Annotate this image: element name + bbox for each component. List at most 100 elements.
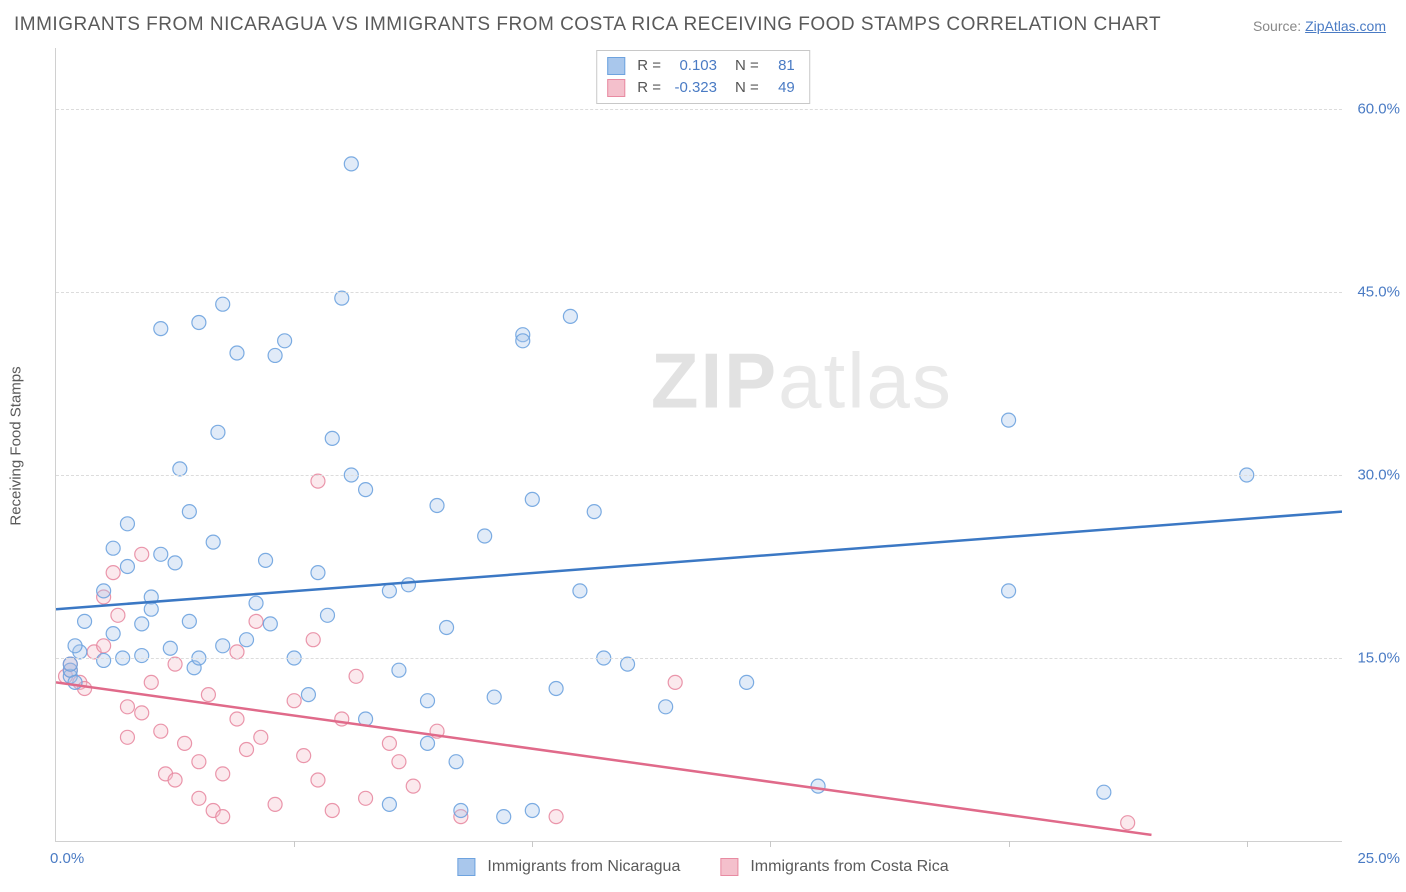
swatch-series-b	[607, 79, 625, 97]
r-value: 0.103	[669, 55, 717, 77]
chart-container: IMMIGRANTS FROM NICARAGUA VS IMMIGRANTS …	[0, 0, 1406, 892]
point-series-a	[106, 627, 120, 641]
point-series-b	[392, 755, 406, 769]
point-series-a	[135, 617, 149, 631]
point-series-b	[168, 773, 182, 787]
point-series-a	[301, 688, 315, 702]
x-corner-right: 25.0%	[1357, 850, 1400, 867]
point-series-a	[497, 810, 511, 824]
point-series-a	[192, 316, 206, 330]
point-series-a	[659, 700, 673, 714]
gridline	[56, 292, 1342, 293]
point-series-b	[120, 700, 134, 714]
point-series-b	[240, 743, 254, 757]
point-series-a	[1097, 785, 1111, 799]
point-series-b	[349, 669, 363, 683]
point-series-b	[192, 791, 206, 805]
point-series-b	[306, 633, 320, 647]
point-series-a	[740, 675, 754, 689]
point-series-a	[168, 556, 182, 570]
r-label: R =	[637, 77, 661, 99]
point-series-a	[392, 663, 406, 677]
point-series-b	[192, 755, 206, 769]
point-series-b	[120, 730, 134, 744]
point-series-a	[525, 492, 539, 506]
source-attribution: Source: ZipAtlas.com	[1253, 18, 1386, 34]
point-series-a	[382, 797, 396, 811]
xtick-mark	[1247, 841, 1248, 847]
point-series-a	[216, 639, 230, 653]
bottom-legend: Immigrants from Nicaragua Immigrants fro…	[457, 858, 948, 876]
chart-title: IMMIGRANTS FROM NICARAGUA VS IMMIGRANTS …	[14, 14, 1161, 36]
point-series-a	[211, 425, 225, 439]
point-series-a	[478, 529, 492, 543]
point-series-b	[216, 767, 230, 781]
gridline	[56, 109, 1342, 110]
x-corner-left: 0.0%	[50, 850, 84, 867]
point-series-a	[335, 291, 349, 305]
point-series-a	[173, 462, 187, 476]
point-series-a	[78, 614, 92, 628]
point-series-b	[549, 810, 563, 824]
stats-row-b: R = -0.323 N = 49	[607, 77, 795, 99]
point-series-a	[454, 804, 468, 818]
r-label: R =	[637, 55, 661, 77]
point-series-a	[549, 682, 563, 696]
point-series-a	[487, 690, 501, 704]
n-label: N =	[735, 77, 759, 99]
point-series-b	[135, 706, 149, 720]
point-series-a	[144, 602, 158, 616]
point-series-b	[135, 547, 149, 561]
xtick-mark	[294, 841, 295, 847]
point-series-a	[259, 553, 273, 567]
swatch-series-b	[720, 858, 738, 876]
n-value: 81	[767, 55, 795, 77]
point-series-b	[268, 797, 282, 811]
point-series-a	[382, 584, 396, 598]
point-series-a	[311, 566, 325, 580]
point-series-b	[311, 773, 325, 787]
point-series-b	[178, 736, 192, 750]
point-series-b	[154, 724, 168, 738]
gridline	[56, 475, 1342, 476]
point-series-b	[406, 779, 420, 793]
swatch-series-a	[457, 858, 475, 876]
point-series-a	[449, 755, 463, 769]
plot-area: ZIPatlas 15.0%30.0%45.0%60.0%0.0%25.0%	[55, 48, 1342, 842]
point-series-a	[1002, 413, 1016, 427]
point-series-a	[1002, 584, 1016, 598]
point-series-a	[811, 779, 825, 793]
point-series-a	[587, 505, 601, 519]
point-series-a	[68, 639, 82, 653]
point-series-b	[106, 566, 120, 580]
point-series-a	[621, 657, 635, 671]
ytick-label: 30.0%	[1350, 467, 1400, 484]
n-value: 49	[767, 77, 795, 99]
xtick-mark	[770, 841, 771, 847]
stats-row-a: R = 0.103 N = 81	[607, 55, 795, 77]
xtick-mark	[1009, 841, 1010, 847]
point-series-b	[668, 675, 682, 689]
point-series-b	[168, 657, 182, 671]
point-series-a	[68, 675, 82, 689]
point-series-a	[563, 309, 577, 323]
swatch-series-a	[607, 57, 625, 75]
legend-item-a: Immigrants from Nicaragua	[457, 858, 680, 876]
point-series-a	[120, 560, 134, 574]
point-series-a	[230, 346, 244, 360]
point-series-a	[401, 578, 415, 592]
point-series-a	[325, 431, 339, 445]
point-series-b	[201, 688, 215, 702]
point-series-a	[263, 617, 277, 631]
r-value: -0.323	[669, 77, 717, 99]
source-link[interactable]: ZipAtlas.com	[1305, 18, 1386, 34]
stats-legend-box: R = 0.103 N = 81 R = -0.323 N = 49	[596, 50, 810, 104]
point-series-b	[325, 804, 339, 818]
point-series-b	[297, 749, 311, 763]
point-series-a	[421, 694, 435, 708]
point-series-a	[154, 547, 168, 561]
point-series-a	[421, 736, 435, 750]
ytick-label: 15.0%	[1350, 650, 1400, 667]
point-series-a	[240, 633, 254, 647]
chart-svg	[56, 48, 1342, 841]
